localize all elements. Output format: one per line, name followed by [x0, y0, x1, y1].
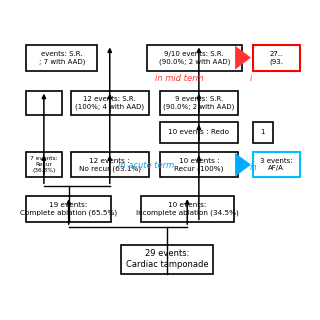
Text: 12 events: S.R.
(100%; 4 with AAD): 12 events: S.R. (100%; 4 with AAD) [75, 96, 144, 110]
FancyBboxPatch shape [71, 152, 148, 177]
FancyBboxPatch shape [147, 44, 242, 71]
FancyBboxPatch shape [253, 44, 300, 71]
Text: 10 events :
Recur (100%): 10 events : Recur (100%) [174, 158, 224, 172]
FancyBboxPatch shape [253, 122, 273, 143]
Text: 19 events:
Complete ablation (65.5%): 19 events: Complete ablation (65.5%) [20, 202, 117, 216]
FancyBboxPatch shape [26, 152, 62, 177]
Text: 27..
(93.: 27.. (93. [269, 51, 284, 65]
Text: 3 events:
AF/A: 3 events: AF/A [260, 158, 293, 172]
Text: events: S.R.
; 7 with AAD): events: S.R. ; 7 with AAD) [38, 51, 85, 65]
FancyBboxPatch shape [26, 44, 97, 71]
Text: 9 events: S.R.
(90.0%; 2 with AAD): 9 events: S.R. (90.0%; 2 with AAD) [163, 96, 235, 110]
FancyBboxPatch shape [141, 196, 234, 222]
FancyBboxPatch shape [121, 245, 213, 274]
Text: i: i [250, 74, 252, 83]
FancyBboxPatch shape [26, 91, 62, 116]
Text: 9/10 events: S.R.
(90.0%; 2 with AAD): 9/10 events: S.R. (90.0%; 2 with AAD) [158, 51, 230, 65]
FancyBboxPatch shape [160, 122, 238, 143]
FancyBboxPatch shape [253, 152, 300, 177]
FancyBboxPatch shape [160, 91, 238, 116]
FancyBboxPatch shape [26, 196, 111, 222]
Text: 7 events:
Recur
(36.8%): 7 events: Recur (36.8%) [30, 156, 58, 173]
Text: 10 events : Redo: 10 events : Redo [168, 129, 229, 135]
FancyBboxPatch shape [160, 152, 238, 177]
Text: 29 events:
Cardiac tamponade: 29 events: Cardiac tamponade [126, 249, 208, 269]
Text: 1: 1 [260, 129, 265, 135]
Text: in: in [250, 163, 258, 172]
Text: 12 events :
No recur (63.1%): 12 events : No recur (63.1%) [79, 158, 141, 172]
Text: in mid term: in mid term [155, 74, 204, 83]
FancyBboxPatch shape [71, 91, 148, 116]
Text: in acute term: in acute term [117, 161, 174, 170]
Text: 10 events:
Incomplete ablation (34.5%): 10 events: Incomplete ablation (34.5%) [136, 202, 239, 216]
